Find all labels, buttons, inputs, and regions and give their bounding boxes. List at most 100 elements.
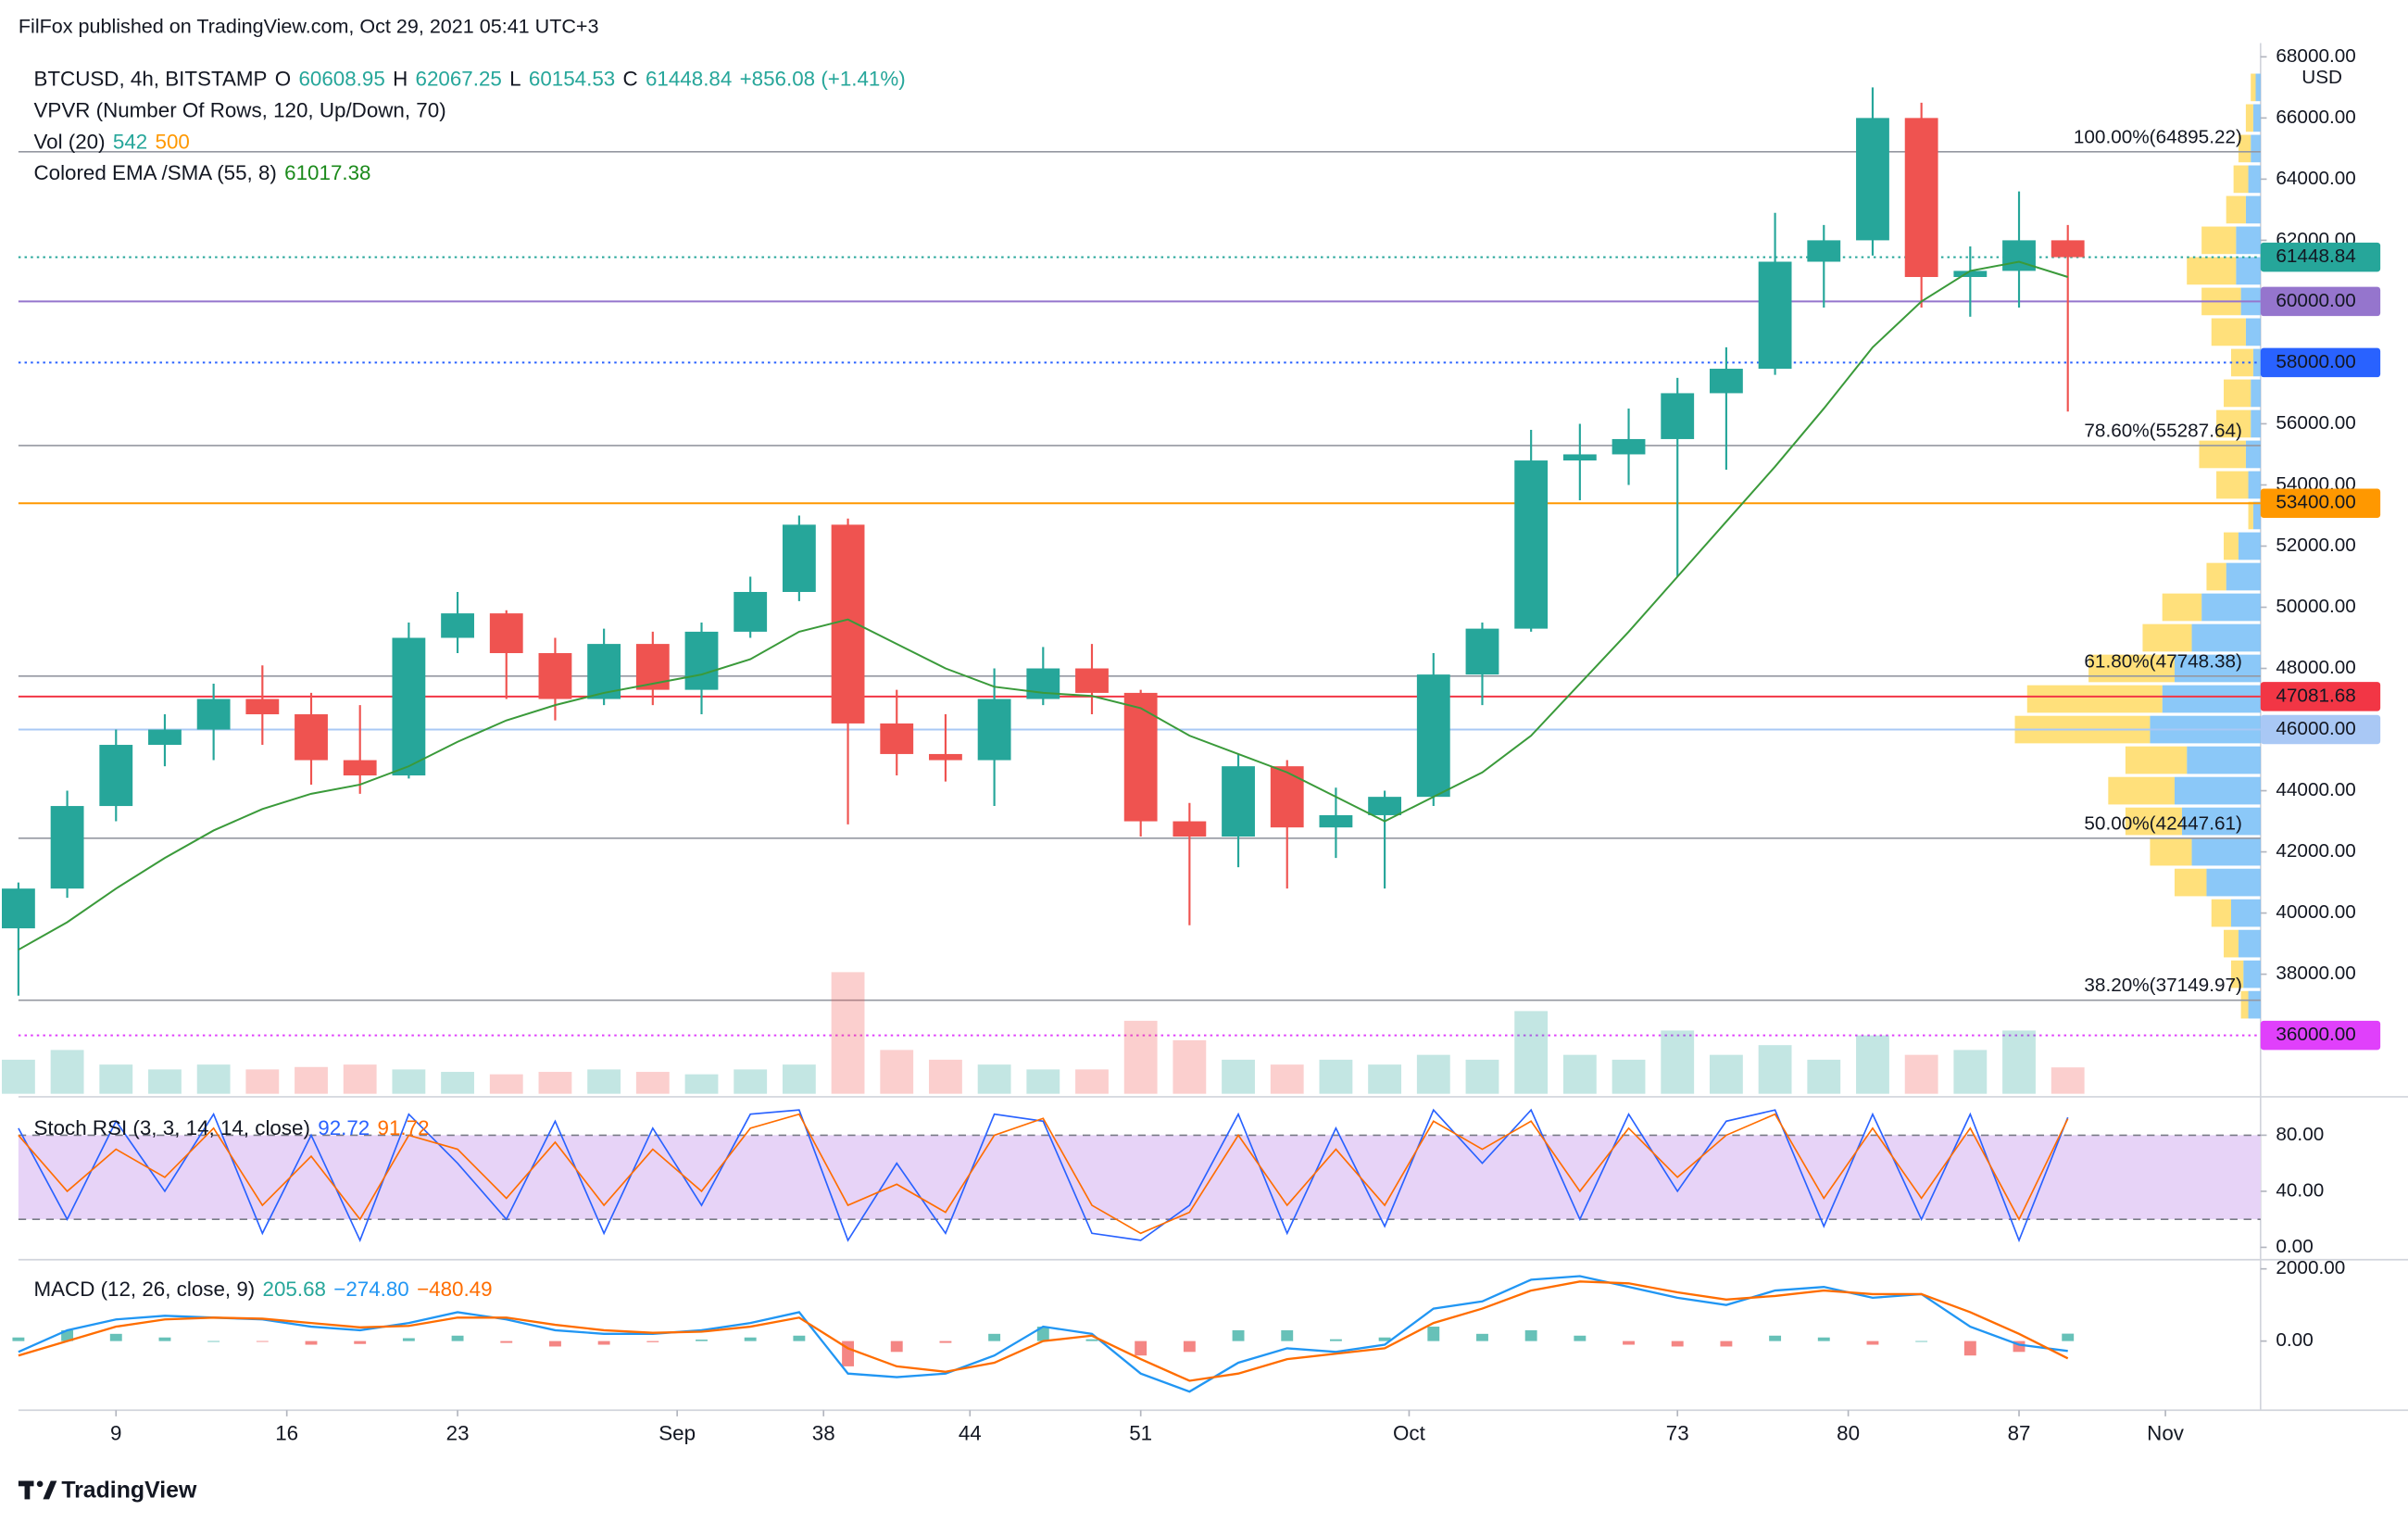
y-tick-label: 44000.00 — [2276, 779, 2355, 800]
vpvr-down-bar — [2125, 746, 2188, 774]
volume-bar — [1758, 1045, 1792, 1094]
price-tag-label: 47081.68 — [2276, 685, 2355, 706]
vpvr-up-bar — [2251, 379, 2261, 408]
price-tag-label: 53400.00 — [2276, 492, 2355, 513]
volume-bar — [1953, 1050, 1988, 1094]
macd-histogram-bar — [61, 1329, 74, 1341]
legend-item: 62067.25 — [416, 67, 502, 90]
macd-histogram-bar — [1574, 1335, 1587, 1341]
candle-body — [1465, 628, 1499, 675]
x-tick-label: 73 — [1666, 1422, 1689, 1445]
vpvr-up-bar — [2206, 868, 2261, 897]
x-tick-label: 87 — [2008, 1422, 2031, 1445]
y-tick-label: 64000.00 — [2276, 168, 2355, 189]
legend-item: Vol (20) — [33, 130, 105, 153]
candle-body — [1953, 271, 1988, 278]
candle-body — [1075, 668, 1109, 693]
y-tick-label: 48000.00 — [2276, 657, 2355, 678]
legend-item: Stoch RSI (3, 3, 14, 14, close) — [33, 1116, 309, 1139]
macd-histogram-bar — [744, 1337, 757, 1341]
macd-line — [18, 1275, 2068, 1393]
x-tick-label: 44 — [959, 1422, 982, 1445]
candle-body — [1807, 240, 1841, 262]
vpvr-down-bar — [2216, 409, 2251, 438]
vpvr-down-bar — [2211, 318, 2246, 346]
vpvr-down-bar — [2088, 654, 2175, 683]
vpvr-up-bar — [2255, 73, 2261, 102]
macd-histogram-bar — [2062, 1333, 2075, 1341]
macd-histogram-bar — [158, 1337, 171, 1341]
candle-body — [734, 591, 768, 632]
macd-histogram-bar — [1476, 1333, 1488, 1341]
x-tick-label: 80 — [1837, 1422, 1860, 1445]
legend-item: 61017.38 — [284, 161, 370, 184]
price-tag — [2260, 714, 2381, 745]
volume-bar — [1270, 1064, 1304, 1094]
macd-histogram-bar — [109, 1333, 122, 1341]
macd-histogram-bar — [646, 1340, 659, 1342]
legend-item: Colored EMA /SMA (55, 8) — [33, 161, 276, 184]
volume-bar — [1123, 1020, 1158, 1094]
macd-histogram-bar — [548, 1340, 561, 1347]
macd-histogram-bar — [696, 1340, 708, 1341]
candle-body — [1856, 118, 1889, 241]
volume-bar — [1222, 1059, 1255, 1094]
vpvr-down-bar — [2187, 257, 2237, 285]
price-tag-label: 58000.00 — [2276, 351, 2355, 372]
vpvr-down-bar — [2238, 134, 2251, 163]
volume-bar — [1514, 1011, 1549, 1094]
legend-item: 60608.95 — [298, 67, 384, 90]
volume-bar — [2002, 1030, 2036, 1094]
volume-bar — [1075, 1069, 1109, 1094]
vpvr-up-bar — [2181, 807, 2261, 836]
legend-item: VPVR (Number Of Rows, 120, Up/Down, 70) — [33, 98, 445, 121]
volume-bar — [782, 1064, 816, 1094]
vpvr-down-bar — [2174, 868, 2207, 897]
candle-body — [782, 524, 816, 592]
price-tag — [2260, 347, 2381, 378]
vpvr-up-bar — [2251, 409, 2261, 438]
vpvr-up-bar — [2191, 837, 2261, 866]
legend-line: Stoch RSI (3, 3, 14, 14, close) 92.72 91.7… — [33, 1116, 429, 1139]
vpvr-down-bar — [2108, 776, 2175, 805]
y-tick-label: 38000.00 — [2276, 963, 2355, 984]
vpvr-up-bar — [2243, 960, 2261, 988]
candle-body — [441, 613, 474, 638]
candle-body — [245, 699, 280, 715]
volume-bar — [977, 1064, 1011, 1094]
macd-histogram-bar — [1524, 1329, 1537, 1341]
volume-bar — [1, 1059, 35, 1094]
candle-body — [50, 806, 84, 889]
y-tick-label: 80.00 — [2276, 1124, 2324, 1145]
vpvr-down-bar — [2224, 379, 2251, 408]
volume-bar — [1856, 1035, 1889, 1094]
candle-body — [1514, 460, 1549, 629]
candle-body — [1758, 261, 1792, 370]
volume-bar — [343, 1064, 377, 1094]
legend-line: MACD (12, 26, close, 9) 205.68 −274.80 −480… — [33, 1278, 492, 1301]
vpvr-down-bar — [2216, 471, 2249, 499]
price-tag — [2260, 242, 2381, 272]
vpvr-down-bar — [2240, 990, 2249, 1019]
volume-bar — [50, 1050, 84, 1094]
fib-label: 61.80%(47748.38) — [2084, 650, 2242, 672]
volume-bar — [2051, 1067, 2085, 1094]
macd-histogram-bar — [500, 1340, 513, 1343]
vpvr-down-bar — [2211, 899, 2231, 927]
vpvr-down-bar — [2226, 195, 2246, 224]
candle-body — [538, 653, 572, 699]
vpvr-up-bar — [2251, 134, 2261, 163]
vpvr-up-bar — [2162, 685, 2261, 713]
macd-histogram-bar — [1232, 1329, 1245, 1341]
vpvr-up-bar — [2252, 501, 2261, 530]
legend-item: O — [275, 67, 291, 90]
x-tick-label: Sep — [658, 1422, 696, 1445]
legend-item: 91.72 — [378, 1116, 430, 1139]
macd-histogram-bar — [597, 1340, 610, 1345]
volume-bar — [441, 1072, 474, 1094]
macd-histogram-bar — [890, 1340, 903, 1353]
legend-line: Colored EMA /SMA (55, 8) 61017.38 — [33, 161, 370, 184]
macd-histogram-bar — [793, 1335, 806, 1341]
macd-histogram-bar — [1915, 1340, 1928, 1342]
